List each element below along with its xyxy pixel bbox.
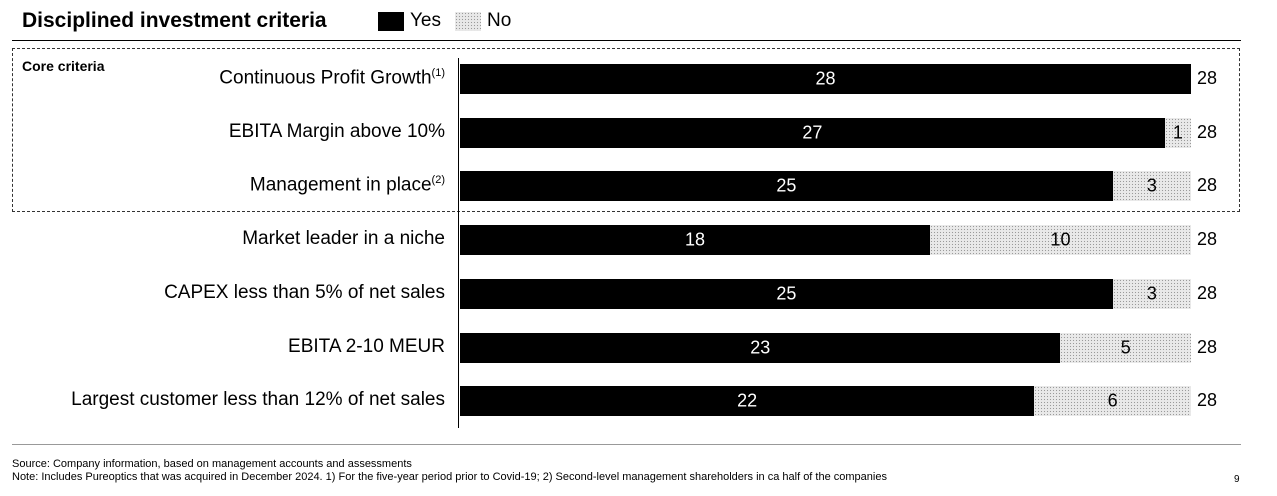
bar-yes — [460, 332, 1061, 363]
bar-total-label: 28 — [1197, 121, 1218, 142]
title-divider — [12, 40, 1241, 41]
bar-total-label: 28 — [1197, 282, 1218, 303]
bar-no — [1112, 171, 1191, 202]
category-label: Largest customer less than 12% of net sa… — [71, 389, 445, 411]
bar-yes — [460, 117, 1165, 148]
footnote-marker: (1) — [431, 67, 445, 79]
page-number: 9 — [1234, 474, 1240, 485]
bar-no — [929, 225, 1191, 256]
core-criteria-label: Core criteria — [22, 58, 105, 74]
bar-yes — [460, 386, 1035, 417]
bar-total-label: 28 — [1197, 390, 1218, 411]
bar-yes — [460, 171, 1113, 202]
bar-no — [1034, 386, 1191, 417]
category-label-text: Largest customer less than 12% of net sa… — [71, 389, 445, 411]
bar-yes — [460, 278, 1113, 309]
legend-no-swatch — [455, 11, 481, 31]
bar-total-label: 28 — [1197, 68, 1218, 88]
category-label: Continuous Profit Growth(1) — [219, 67, 445, 89]
category-label-text: Continuous Profit Growth — [219, 67, 432, 89]
footnote-marker: (2) — [431, 174, 445, 187]
source-text: Source: Company information, based on ma… — [12, 458, 412, 470]
bar-yes-value: 28 — [815, 68, 836, 89]
bar-no — [1060, 332, 1191, 363]
bar-total-label: 28 — [1197, 336, 1218, 357]
footer-divider — [12, 444, 1241, 445]
legend-no-label: No — [487, 10, 512, 31]
bar-total-label: 28 — [1197, 175, 1218, 196]
category-label: Management in place(2) — [250, 174, 445, 196]
core-criteria-box — [12, 48, 1240, 212]
bar-yes-value: 27 — [802, 122, 823, 143]
legend-yes-label: Yes — [410, 10, 441, 31]
bar-yes — [460, 225, 930, 256]
category-label-text: CAPEX less than 5% of net sales — [164, 281, 445, 303]
category-label-text: Management in place — [249, 174, 432, 196]
category-label-text: EBITA 2-10 MEUR — [288, 335, 445, 357]
y-axis-line — [458, 58, 459, 428]
bar-yes-value: 25 — [776, 175, 797, 196]
category-label: EBITA 2-10 MEUR — [288, 336, 445, 358]
bar-no-value: 3 — [1146, 175, 1157, 196]
bar-no — [1112, 278, 1191, 309]
bar-yes — [460, 64, 1191, 94]
category-label: CAPEX less than 5% of net sales — [164, 282, 445, 304]
bar-no-value: 3 — [1146, 283, 1157, 304]
bar-no-value: 1 — [1172, 122, 1183, 143]
bar-yes-value: 25 — [776, 283, 797, 304]
category-label: EBITA Margin above 10% — [229, 121, 445, 143]
note-text: Note: Includes Pureoptics that was acqui… — [12, 471, 887, 483]
bar-yes-value: 23 — [750, 337, 771, 357]
bar-no-value: 10 — [1050, 229, 1071, 250]
chart-title: Disciplined investment criteria — [22, 9, 327, 32]
bar-no-value: 6 — [1107, 390, 1118, 411]
bar-yes-value: 18 — [684, 229, 705, 250]
bar-total-label: 28 — [1197, 229, 1218, 250]
bar-no-value: 5 — [1120, 337, 1131, 357]
legend-yes-swatch — [378, 11, 404, 31]
bar-no — [1164, 117, 1191, 148]
footnotes: Source: Company information, based on ma… — [12, 458, 887, 484]
category-label: Market leader in a niche — [242, 228, 445, 250]
category-label-text: EBITA Margin above 10% — [228, 120, 445, 142]
legend: Yes No — [378, 10, 511, 32]
bar-yes-value: 22 — [737, 390, 758, 411]
category-label-text: Market leader in a niche — [242, 228, 445, 250]
